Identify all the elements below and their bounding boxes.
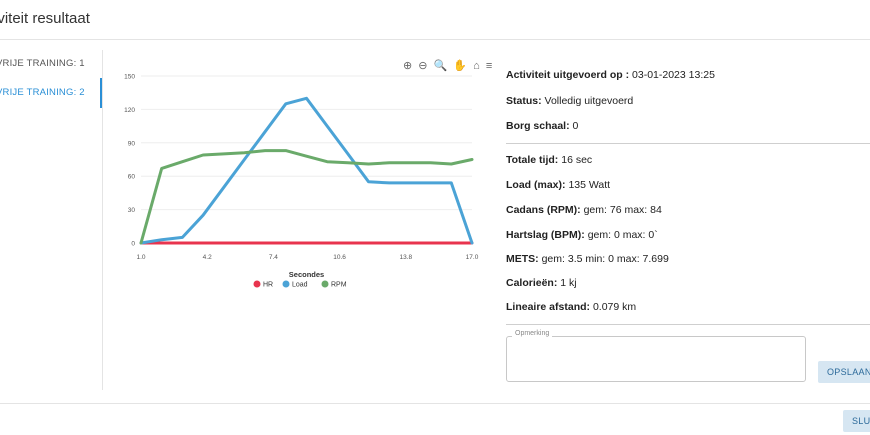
y-tick-label: 90 (128, 140, 136, 147)
series-line-rpm (139, 149, 474, 245)
info-divider (506, 143, 870, 144)
x-tick-label: 7.4 (269, 254, 278, 261)
info-uitgevoerd: Activiteit uitgevoerd op : 03-01-2023 13… (506, 69, 715, 81)
legend-marker-hr (253, 280, 261, 288)
home-reset-icon[interactable]: ⌂ (473, 60, 481, 72)
footer-divider (0, 403, 870, 404)
chart-toolbar: ⊕ ⊖ 🔍 ✋ ⌂ ≡ (403, 59, 494, 72)
opmerking-label: Opmerking (512, 330, 553, 337)
page-title: iviteit resultaat (0, 10, 90, 27)
info-hartslag: Hartslag (BPM): gem: 0 max: 0` (506, 229, 658, 241)
y-tick-label: 60 (128, 174, 136, 181)
x-tick-label: 1.0 (136, 254, 145, 261)
info-totale-tijd: Totale tijd: 16 sec (506, 154, 593, 166)
tab-vrije-training-1[interactable]: VRIJE TRAINING: 1 (0, 58, 85, 69)
zoom-out-icon[interactable]: ⊖ (418, 60, 429, 72)
y-tick-label: 120 (124, 107, 135, 114)
activity-chart: 0 30 60 90 120 150 1.0 4.2 7.4 10.6 13.8 17.0 Second… (124, 74, 479, 289)
tabs-divider (102, 50, 103, 390)
legend-marker-rpm (321, 280, 329, 288)
info-load-max: Load (max): 135 Watt (506, 179, 611, 191)
save-button[interactable]: OPSLAAN (818, 361, 870, 383)
x-tick-label: 10.6 (333, 254, 346, 261)
info-borg-schaal: Borg schaal: 0 (506, 120, 579, 132)
info-divider-bottom (506, 324, 870, 325)
legend-label-hr: HR (263, 282, 273, 289)
info-calorieen: Calorieën: 1 kj (506, 277, 577, 289)
x-tick-label: 4.2 (203, 254, 212, 261)
y-tick-label: 0 (131, 241, 135, 248)
zoom-in-icon[interactable]: ⊕ (403, 60, 414, 72)
info-status: Status: Volledig uitgevoerd (506, 95, 634, 107)
zoom-select-icon[interactable]: 🔍 (433, 60, 449, 72)
close-button[interactable]: SLUI (843, 410, 870, 432)
tab-vrije-training-2[interactable]: VRIJE TRAINING: 2 (0, 87, 85, 98)
info-cadans: Cadans (RPM): gem: 76 max: 84 (506, 204, 662, 216)
opmerking-field[interactable] (506, 336, 806, 382)
header-divider (0, 39, 870, 40)
menu-icon[interactable]: ≡ (485, 60, 494, 72)
x-axis-title: Secondes (289, 270, 324, 279)
active-tab-indicator (100, 78, 103, 108)
info-lineaire-afstand: Lineaire afstand: 0.079 km (506, 301, 637, 313)
y-tick-label: 30 (128, 207, 136, 214)
info-mets: METS: gem: 3.5 min: 0 max: 7.699 (506, 253, 669, 265)
pan-hand-icon[interactable]: ✋ (453, 60, 469, 72)
x-tick-label: 17.0 (466, 254, 479, 261)
legend-label-load: Load (292, 282, 308, 289)
series-line-load (139, 96, 474, 245)
y-tick-label: 150 (124, 74, 135, 81)
legend-marker-load (282, 280, 290, 288)
x-tick-label: 13.8 (399, 254, 412, 261)
legend-label-rpm: RPM (331, 282, 347, 289)
